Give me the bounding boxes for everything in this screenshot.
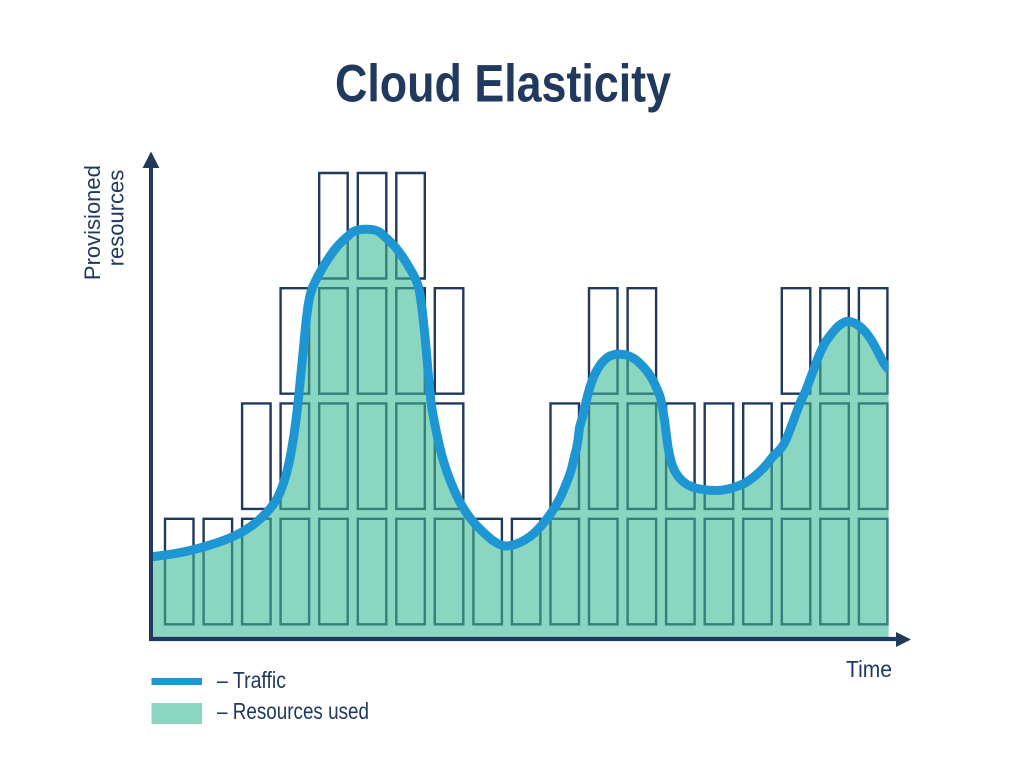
- svg-text:– Resources used: – Resources used: [217, 698, 369, 724]
- svg-text:Cloud Elasticity: Cloud Elasticity: [335, 55, 671, 114]
- svg-text:resources: resources: [104, 170, 129, 267]
- svg-text:– Traffic: – Traffic: [217, 667, 286, 693]
- svg-text:Provisioned: Provisioned: [80, 165, 105, 280]
- svg-text:Time: Time: [846, 656, 892, 682]
